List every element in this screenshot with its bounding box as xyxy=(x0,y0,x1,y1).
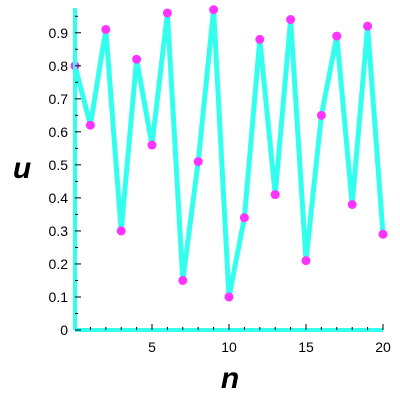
x-tick-label: 20 xyxy=(375,339,391,355)
y-tick-label: 0.9 xyxy=(49,25,69,41)
y-axis-title: u xyxy=(13,152,31,185)
x-tick-label: 15 xyxy=(298,339,314,355)
data-point xyxy=(147,140,157,150)
data-point xyxy=(378,229,388,239)
data-point xyxy=(132,54,142,64)
data-point xyxy=(101,24,111,34)
data-point xyxy=(347,200,357,210)
y-tick-label: 0.8 xyxy=(49,58,69,74)
data-point xyxy=(193,157,203,167)
ticks-layer: 0 0.1 0.2 0.3 0.4 0.5 0.6 0.7 0.8 0.9 5 10 15 20 xyxy=(49,15,391,355)
data-point xyxy=(363,21,373,31)
series-layer xyxy=(70,5,388,302)
data-point xyxy=(178,275,188,285)
x-axis-title: n xyxy=(221,362,239,395)
y-tick-label: 0.1 xyxy=(49,289,69,305)
data-point xyxy=(255,34,265,44)
y-tick-label: 0.6 xyxy=(49,124,69,140)
data-point xyxy=(162,8,172,18)
data-point xyxy=(286,15,296,25)
data-point xyxy=(116,226,126,236)
y-tick-label: 0.4 xyxy=(49,190,69,206)
data-point xyxy=(85,120,95,130)
y-tick-label: 0.7 xyxy=(49,91,69,107)
x-tick-label: 5 xyxy=(148,339,156,355)
series-line xyxy=(72,9,386,298)
data-point xyxy=(239,213,249,223)
data-point xyxy=(332,31,342,41)
data-point xyxy=(209,5,219,15)
y-tick-label: 0 xyxy=(60,322,68,338)
y-tick-label: 0.2 xyxy=(49,256,69,272)
data-point xyxy=(270,190,280,200)
data-point xyxy=(224,292,234,302)
data-point xyxy=(316,110,326,120)
x-tick-label: 10 xyxy=(221,339,237,355)
data-point xyxy=(301,256,311,266)
y-tick-label: 0.5 xyxy=(49,157,69,173)
y-tick-label: 0.3 xyxy=(49,223,69,239)
